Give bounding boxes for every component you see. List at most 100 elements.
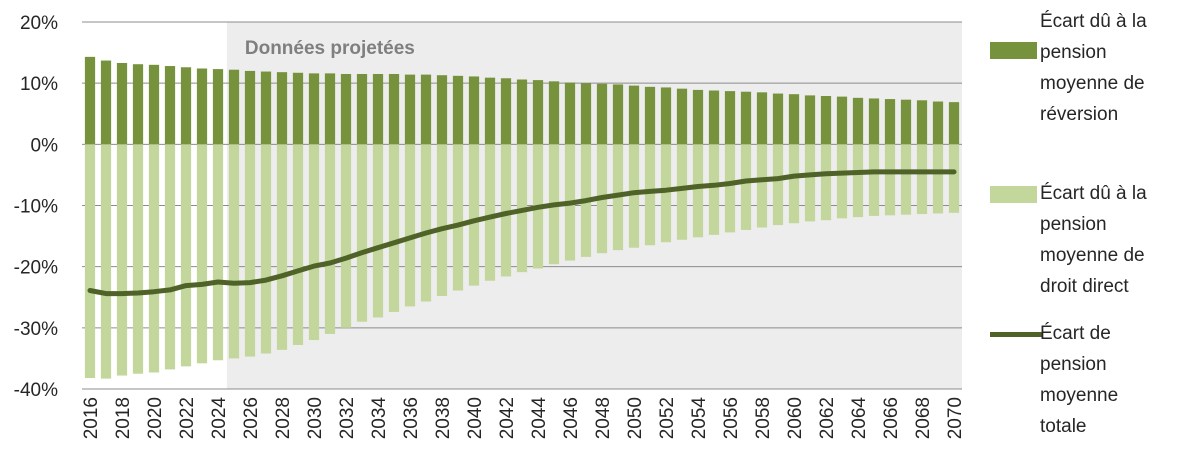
bar-survivor-2052 xyxy=(660,87,672,145)
bar-direct-2023 xyxy=(196,144,208,364)
bar-direct-2042 xyxy=(500,144,512,277)
bar-survivor-2046 xyxy=(564,82,576,145)
bar-direct-2032 xyxy=(340,144,352,328)
bar-direct-2057 xyxy=(740,144,752,230)
bar-direct-2026 xyxy=(244,144,256,357)
legend: Écart dû à la pension moyenne de réversi… xyxy=(988,0,1177,459)
legend-label-line: Écart dû à la xyxy=(1040,183,1147,204)
x-tick-label: 2064 xyxy=(849,397,870,440)
x-tick-label: 2048 xyxy=(593,397,614,439)
bar-survivor-2032 xyxy=(340,73,352,145)
x-tick-label: 2066 xyxy=(881,397,902,439)
legend-label-line: moyenne de xyxy=(1040,245,1145,266)
bar-direct-2053 xyxy=(676,144,688,240)
bar-survivor-2043 xyxy=(516,79,528,145)
legend-label-line: moyenne de xyxy=(1040,73,1145,94)
bar-survivor-2016 xyxy=(84,56,96,145)
x-tick-label: 2038 xyxy=(433,397,454,439)
legend-label-line: réversion xyxy=(1040,104,1119,125)
bar-survivor-2037 xyxy=(420,74,432,145)
bar-direct-2017 xyxy=(100,144,112,379)
bar-survivor-2059 xyxy=(772,93,784,145)
legend-swatch-direct xyxy=(990,186,1037,203)
bar-survivor-2021 xyxy=(164,66,176,145)
bar-survivor-2035 xyxy=(388,73,400,145)
legend-label-line: Écart dû à la xyxy=(1040,11,1147,32)
bar-direct-2040 xyxy=(468,144,480,286)
bar-survivor-2025 xyxy=(228,69,240,145)
bar-survivor-2057 xyxy=(740,91,752,145)
bar-survivor-2053 xyxy=(676,88,688,145)
bar-direct-2069 xyxy=(932,144,944,214)
y-tick-label: -20% xyxy=(14,258,58,279)
bar-direct-2067 xyxy=(900,144,912,215)
bar-direct-2070 xyxy=(948,144,960,213)
bar-survivor-2020 xyxy=(148,64,160,145)
x-tick-label: 2050 xyxy=(625,397,646,439)
bar-survivor-2022 xyxy=(180,67,192,145)
legend-label-line: Écart de xyxy=(1040,323,1111,344)
legend-label-line: pension xyxy=(1040,354,1107,375)
bar-survivor-2070 xyxy=(948,102,960,145)
bar-survivor-2058 xyxy=(756,92,768,145)
legend-swatch-survivor xyxy=(990,42,1037,59)
bar-direct-2019 xyxy=(132,144,144,374)
bar-survivor-2024 xyxy=(212,69,224,145)
line-total xyxy=(87,169,957,297)
bar-direct-2062 xyxy=(820,144,832,221)
bar-survivor-2038 xyxy=(436,75,448,145)
bar-direct-2055 xyxy=(708,144,720,235)
x-tick-label: 2070 xyxy=(945,397,966,439)
bar-survivor-2036 xyxy=(404,74,416,145)
x-tick-label: 2030 xyxy=(305,397,326,439)
x-tick-label: 2052 xyxy=(657,397,678,439)
bar-survivor-2047 xyxy=(580,83,592,145)
bar-survivor-2064 xyxy=(852,97,864,145)
bar-direct-2024 xyxy=(212,144,224,361)
bar-survivor-2034 xyxy=(372,73,384,145)
x-tick-label: 2058 xyxy=(753,397,774,439)
bar-direct-2052 xyxy=(660,144,672,243)
y-tick-label: 10% xyxy=(20,74,58,95)
bar-survivor-2044 xyxy=(532,80,544,145)
bar-direct-2058 xyxy=(756,144,768,228)
bar-direct-2064 xyxy=(852,144,864,218)
bar-survivor-2042 xyxy=(500,78,512,145)
bar-survivor-2030 xyxy=(308,73,320,145)
bar-survivor-2031 xyxy=(324,73,336,145)
bar-survivor-2051 xyxy=(644,86,656,145)
bar-direct-2018 xyxy=(116,144,128,376)
projection-annotation: Données projetées xyxy=(245,38,415,59)
bar-survivor-2069 xyxy=(932,101,944,145)
y-tick-label: 20% xyxy=(20,13,58,34)
bar-direct-2051 xyxy=(644,144,656,246)
bar-direct-2037 xyxy=(420,144,432,302)
bar-survivor-2033 xyxy=(356,73,368,145)
bar-direct-2033 xyxy=(356,144,368,322)
bar-survivor-2068 xyxy=(916,100,928,145)
x-tick-label: 2016 xyxy=(81,397,102,439)
legend-swatch-total xyxy=(990,332,1042,337)
bar-survivor-2063 xyxy=(836,96,848,145)
legend-label-line: moyenne xyxy=(1040,385,1119,406)
bar-direct-2034 xyxy=(372,144,384,318)
y-tick-label: -10% xyxy=(14,197,58,218)
x-tick-label: 2020 xyxy=(145,397,166,439)
bar-survivor-2029 xyxy=(292,72,304,145)
bar-direct-2021 xyxy=(164,144,176,370)
bar-survivor-2054 xyxy=(692,89,704,145)
bar-survivor-2018 xyxy=(116,62,128,145)
bar-direct-2068 xyxy=(916,144,928,215)
x-tick-label: 2054 xyxy=(689,397,710,440)
x-tick-label: 2018 xyxy=(113,397,134,439)
bar-survivor-2040 xyxy=(468,76,480,145)
bar-direct-2035 xyxy=(388,144,400,312)
bar-survivor-2065 xyxy=(868,98,880,145)
x-tick-label: 2046 xyxy=(561,397,582,439)
legend-label-direct: Écart dû à la pension moyenne de droit d… xyxy=(1040,178,1175,302)
bar-survivor-2061 xyxy=(804,95,816,145)
legend-label-line: pension xyxy=(1040,214,1107,235)
legend-label-line: droit direct xyxy=(1040,276,1129,297)
